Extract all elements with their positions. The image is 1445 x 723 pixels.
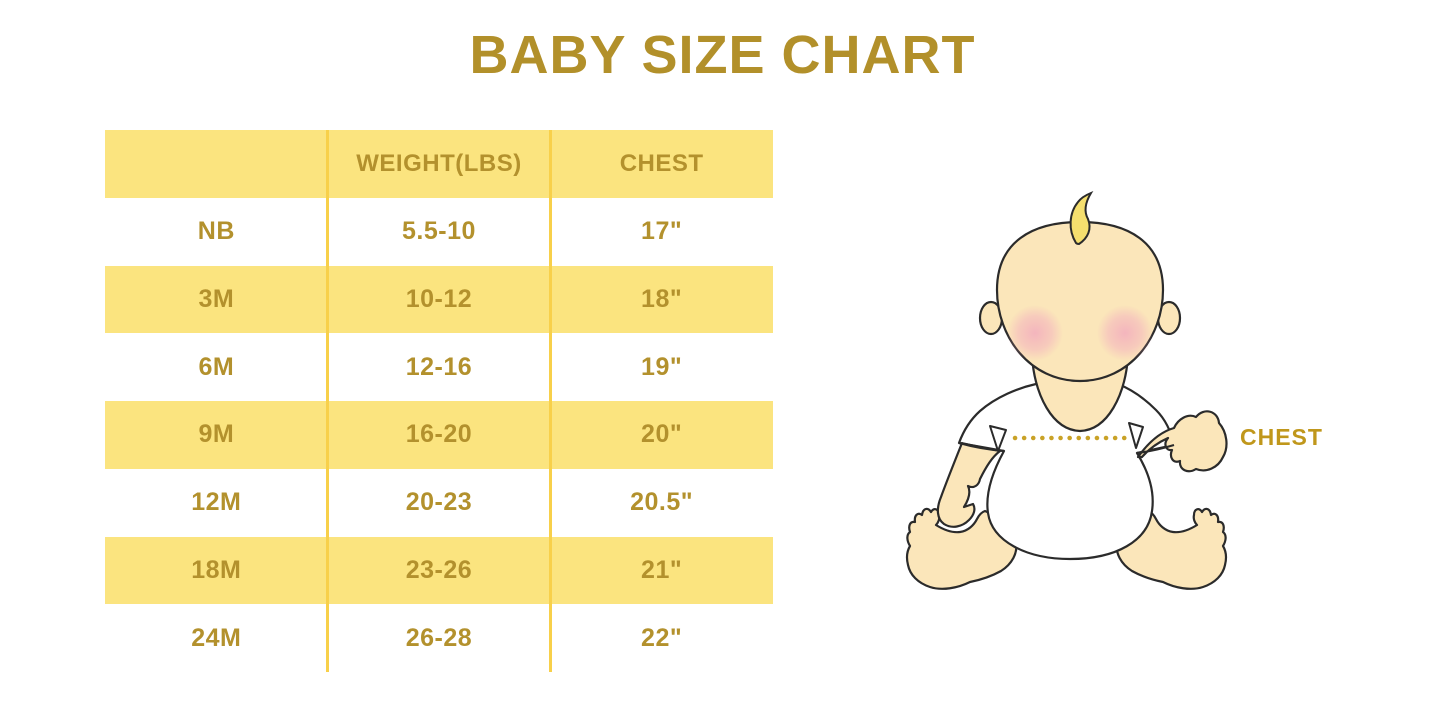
header-size	[105, 130, 328, 198]
baby-sitting-icon	[905, 190, 1228, 590]
weight-cell: 23-26	[405, 555, 473, 584]
table-row: 12M 20-23 20.5"	[105, 469, 773, 537]
chest-cell: 21"	[641, 555, 683, 584]
size-cell: NB	[197, 217, 235, 246]
chest-cell: 19"	[641, 352, 683, 381]
weight-cell: 5.5-10	[402, 217, 476, 246]
weight-cell: 12-16	[405, 352, 473, 381]
size-cell: 9M	[198, 420, 235, 449]
size-cell: 12M	[191, 488, 242, 517]
chest-cell: 17"	[641, 217, 683, 246]
chest-measurement-label: CHEST	[1240, 424, 1323, 450]
table-row: 6M 12-16 19"	[105, 333, 773, 401]
chest-cell: 22"	[641, 623, 683, 652]
column-divider	[549, 130, 552, 672]
chest-cell: 20.5"	[630, 488, 694, 517]
table-row: 3M 10-12 18"	[105, 265, 773, 334]
baby-hair-tuft	[1069, 190, 1094, 246]
weight-cell: 20-23	[405, 488, 473, 517]
page-title: BABY SIZE CHART	[469, 25, 976, 85]
table-row: 18M 23-26 21"	[105, 536, 773, 605]
weight-cell: 26-28	[405, 623, 473, 652]
size-cell: 18M	[191, 555, 242, 584]
header-chest: CHEST	[619, 149, 704, 177]
column-divider	[326, 130, 329, 672]
table-row: 24M 26-28 22"	[105, 604, 773, 672]
size-cell: 6M	[198, 352, 235, 381]
header-weight: WEIGHT(LBS)	[356, 149, 522, 177]
table-header-row: WEIGHT(LBS) CHEST	[105, 130, 773, 198]
weight-cell: 10-12	[405, 284, 473, 313]
baby-blush-left	[1007, 305, 1063, 361]
baby-blush-right	[1097, 305, 1153, 361]
baby-arms	[936, 410, 1228, 528]
size-cell: 3M	[198, 284, 235, 313]
size-cell: 24M	[191, 623, 242, 652]
size-table: WEIGHT(LBS) CHEST NB 5.5-10 17" 3M 10-12…	[105, 130, 773, 672]
chest-cell: 18"	[641, 284, 683, 313]
sleeve-edges	[958, 422, 1175, 455]
weight-cell: 16-20	[405, 420, 473, 449]
baby-illustration	[880, 185, 1330, 610]
table-row: NB 5.5-10 17"	[105, 198, 773, 266]
table-row: 9M 16-20 20"	[105, 401, 773, 469]
chest-cell: 20"	[641, 420, 683, 449]
